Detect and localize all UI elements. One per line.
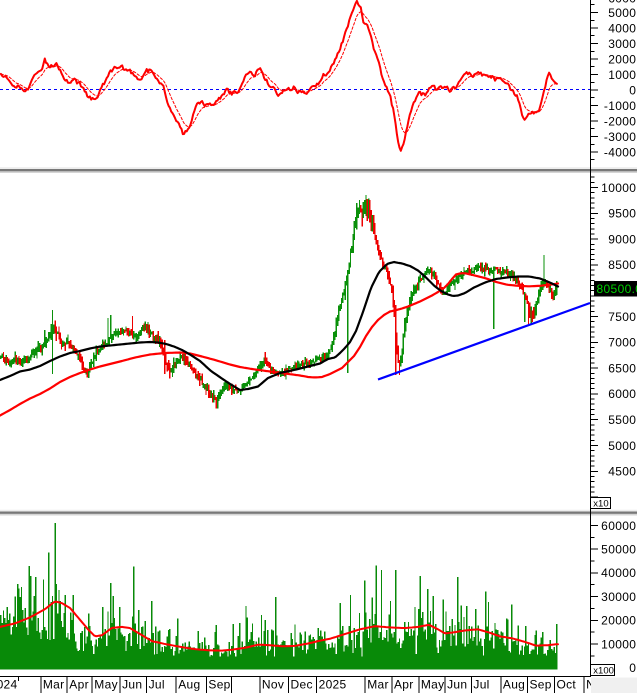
svg-text:Mar: Mar	[367, 678, 389, 692]
svg-text:1000: 1000	[608, 68, 636, 82]
svg-text:4000: 4000	[608, 21, 636, 35]
svg-text:10000: 10000	[601, 181, 636, 195]
svg-text:-3000: -3000	[604, 130, 636, 144]
svg-text:Aug: Aug	[178, 678, 200, 692]
svg-text:Nov: Nov	[262, 678, 284, 692]
svg-text:40000: 40000	[601, 566, 636, 580]
svg-text:30000: 30000	[601, 590, 636, 604]
svg-text:Sep: Sep	[530, 678, 552, 692]
svg-text:Oct: Oct	[557, 678, 577, 692]
svg-text:3000: 3000	[608, 37, 636, 51]
svg-text:0: 0	[629, 83, 636, 97]
svg-text:x100: x100	[593, 665, 614, 676]
svg-text:7500: 7500	[608, 310, 636, 324]
svg-text:-4000: -4000	[604, 145, 636, 159]
svg-text:9500: 9500	[608, 207, 636, 221]
svg-text:-1000: -1000	[604, 99, 636, 113]
svg-text:50000: 50000	[601, 543, 636, 557]
svg-text:Apr: Apr	[69, 678, 89, 692]
svg-text:5000: 5000	[608, 6, 636, 20]
svg-text:80500.00: 80500.00	[597, 282, 637, 296]
svg-text:Jul: Jul	[473, 678, 489, 692]
svg-text:Apr: Apr	[394, 678, 414, 692]
svg-text:20000: 20000	[601, 614, 636, 628]
svg-text:Aug: Aug	[503, 678, 525, 692]
svg-text:60000: 60000	[601, 519, 636, 533]
svg-text:Dec: Dec	[291, 678, 313, 692]
svg-text:Jun: Jun	[447, 678, 467, 692]
svg-text:7000: 7000	[608, 336, 636, 350]
svg-text:9000: 9000	[608, 232, 636, 246]
svg-text:6000: 6000	[608, 387, 636, 401]
svg-text:May: May	[94, 678, 118, 692]
svg-text:May: May	[421, 678, 445, 692]
svg-text:5000: 5000	[608, 439, 636, 453]
svg-text:2025: 2025	[319, 678, 347, 692]
svg-text:6500: 6500	[608, 361, 636, 375]
svg-text:4500: 4500	[608, 465, 636, 479]
svg-text:10000: 10000	[601, 637, 636, 651]
svg-text:2024: 2024	[0, 678, 18, 692]
svg-text:0: 0	[629, 661, 636, 675]
svg-text:Jun: Jun	[122, 678, 142, 692]
svg-text:-2000: -2000	[604, 114, 636, 128]
svg-text:5500: 5500	[608, 413, 636, 427]
svg-text:Jul: Jul	[149, 678, 165, 692]
svg-text:8500: 8500	[608, 258, 636, 272]
svg-text:Sep: Sep	[208, 678, 230, 692]
svg-text:x10: x10	[593, 498, 608, 509]
svg-text:Mar: Mar	[43, 678, 65, 692]
svg-text:2000: 2000	[608, 52, 636, 66]
svg-text:6000: 6000	[608, 0, 636, 6]
